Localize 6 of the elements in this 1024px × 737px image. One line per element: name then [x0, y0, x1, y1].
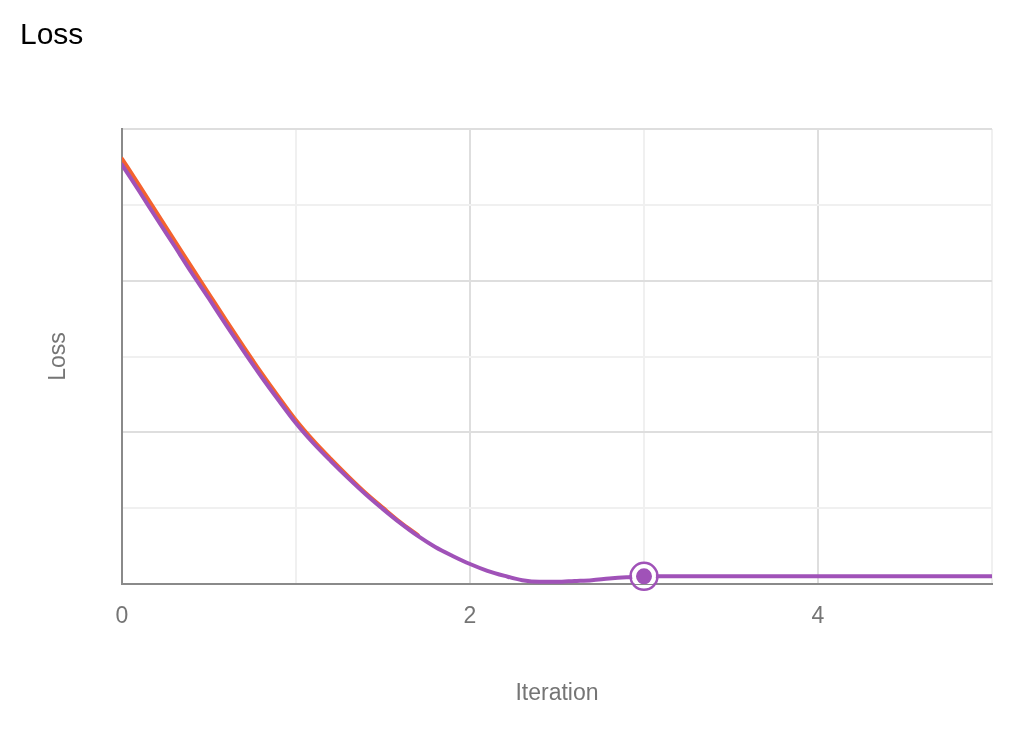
- x-axis-title: Iteration: [515, 678, 599, 705]
- x-tick-label: 0: [115, 602, 129, 629]
- x-tick-label: 4: [811, 602, 825, 629]
- y-axis-title: Loss: [44, 332, 71, 381]
- x-tick-label: 2: [463, 602, 477, 629]
- chart-title: Loss: [20, 17, 84, 51]
